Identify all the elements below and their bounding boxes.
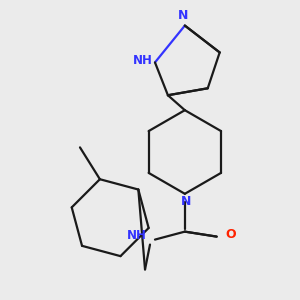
Text: NH: NH <box>133 54 153 67</box>
Text: O: O <box>225 228 236 241</box>
Text: N: N <box>181 195 191 208</box>
Text: N: N <box>178 9 188 22</box>
Text: NH: NH <box>127 229 147 242</box>
